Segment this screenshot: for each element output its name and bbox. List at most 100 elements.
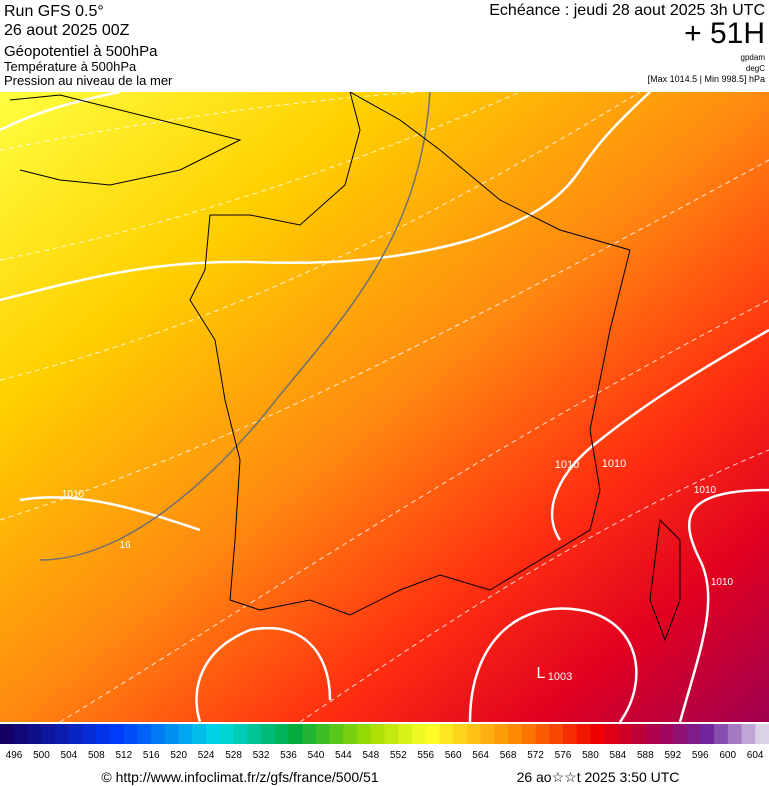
- colorbar-label: 512: [115, 750, 132, 761]
- colorbar-swatch: [96, 724, 111, 744]
- lead-time: + 51H: [684, 17, 765, 50]
- colorbar-label: 600: [719, 750, 736, 761]
- colorbar-label: 572: [527, 750, 544, 761]
- colorbar-swatch: [411, 724, 427, 744]
- colorbar-swatch: [164, 724, 180, 744]
- footer-url: © http://www.infoclimat.fr/z/gfs/france/…: [101, 769, 378, 785]
- colorbar-label: 540: [308, 750, 325, 761]
- colorbar-swatch: [398, 724, 413, 744]
- colorbar-swatch: [700, 724, 715, 744]
- colorbar-swatch: [384, 724, 399, 744]
- unit: gpdam: [741, 53, 766, 62]
- colorbar-swatch: [27, 724, 42, 744]
- colorbar-swatch: [425, 724, 440, 744]
- run-date: 26 aout 2025 00Z: [4, 22, 130, 39]
- field-label: Température à 500hPa: [4, 59, 137, 74]
- geopotential-line: [39, 92, 431, 561]
- contour-label: 1010: [602, 458, 626, 470]
- colorbar-label: 496: [6, 750, 23, 761]
- colorbar-swatch: [343, 724, 358, 744]
- colorbar-label: 532: [253, 750, 270, 761]
- colorbar-label: 580: [582, 750, 599, 761]
- colorbar-swatch: [151, 724, 166, 744]
- colorbar-label: 536: [280, 750, 297, 761]
- colorbar-swatch: [370, 724, 385, 744]
- colorbar-swatch: [192, 724, 207, 744]
- colorbar-label: 556: [417, 750, 434, 761]
- colorbar-swatch: [466, 724, 482, 744]
- colorbar-label: 584: [610, 750, 627, 761]
- colorbar-swatch: [68, 724, 83, 744]
- colorbar-swatch: [521, 724, 537, 744]
- colorbar-swatch: [247, 724, 262, 744]
- contour-label: 16: [119, 540, 131, 551]
- unit: degC: [746, 64, 765, 73]
- forecast-time: Echéance : jeudi 28 aout 2025 3h UTC: [489, 2, 765, 19]
- colorbar-swatch: [123, 724, 138, 744]
- contour-label: 1010: [62, 489, 85, 500]
- colorbar-swatch: [233, 724, 248, 744]
- colorbar-swatch: [576, 724, 591, 744]
- colorbar-label: 564: [472, 750, 489, 761]
- colorbar-swatch: [755, 724, 769, 744]
- colorbar-label: 508: [88, 750, 105, 761]
- colorbar-swatch: [686, 724, 701, 744]
- colorbar-swatch: [288, 724, 303, 744]
- temperature-field: [0, 92, 769, 722]
- colorbar-swatch: [604, 724, 619, 744]
- isobars: [0, 92, 769, 722]
- colorbar-swatch: [741, 724, 756, 744]
- contour-label: 1010: [694, 485, 717, 496]
- colorbar-label: 524: [198, 750, 215, 761]
- colorbar-swatch: [219, 724, 234, 744]
- colorbar-swatch: [453, 724, 468, 744]
- colorbar-swatch: [329, 724, 344, 744]
- colorbar-label: 604: [747, 750, 764, 761]
- colorbar-swatch: [631, 724, 646, 744]
- colorbar-label: 560: [445, 750, 462, 761]
- colorbar-swatch: [672, 724, 688, 744]
- colorbar-label: 552: [390, 750, 407, 761]
- colorbar-swatch: [41, 724, 56, 744]
- colorbar-swatch: [659, 724, 674, 744]
- colorbar-swatch: [302, 724, 317, 744]
- colorbar-swatch: [714, 724, 729, 744]
- colorbar-swatch: [0, 724, 15, 744]
- colorbar-label: 520: [170, 750, 187, 761]
- colorbar-swatch: [563, 724, 578, 744]
- colorbar-swatch: [54, 724, 70, 744]
- colorbar-label: 576: [555, 750, 572, 761]
- colorbar-swatch: [535, 724, 550, 744]
- contour-labels: 1010 1010 1010 1010 1010 16 L 1003: [62, 458, 734, 683]
- colorbar-swatch: [480, 724, 495, 744]
- colorbar-swatch: [727, 724, 743, 744]
- contour-label: L: [537, 665, 546, 682]
- field-label: Pression au niveau de la mer: [4, 73, 173, 88]
- isotherms: [0, 92, 769, 722]
- map: 1010 1010 1010 1010 1010 16 L 1003: [0, 92, 769, 722]
- contour-label: 1010: [555, 459, 579, 471]
- contour-label: 1003: [548, 671, 572, 683]
- coastlines: [9, 92, 681, 642]
- colorbar-label: 504: [61, 750, 78, 761]
- colorbar-swatch: [439, 724, 454, 744]
- colorbar-swatch: [274, 724, 289, 744]
- colorbar-swatch: [137, 724, 152, 744]
- colorbar-swatch: [357, 724, 372, 744]
- colorbar-swatch: [205, 724, 221, 744]
- colorbar-label: 516: [143, 750, 160, 761]
- pressure-range: [Max 1014.5 | Min 998.5] hPa: [648, 74, 765, 84]
- colorbar-swatch: [617, 724, 633, 744]
- colorbar-swatch: [260, 724, 276, 744]
- run-title: Run GFS 0.5°: [4, 3, 104, 20]
- colorbar-swatch: [508, 724, 523, 744]
- colorbar-label: 592: [664, 750, 681, 761]
- contour-label: 1010: [711, 577, 734, 588]
- colorbar-swatch: [178, 724, 193, 744]
- colorbar-label: 500: [33, 750, 50, 761]
- colorbar-swatch: [549, 724, 564, 744]
- colorbar-swatch: [109, 724, 125, 744]
- footer-time: 26 ao☆☆t 2025 3:50 UTC: [517, 769, 680, 785]
- colorbar-swatch: [82, 724, 97, 744]
